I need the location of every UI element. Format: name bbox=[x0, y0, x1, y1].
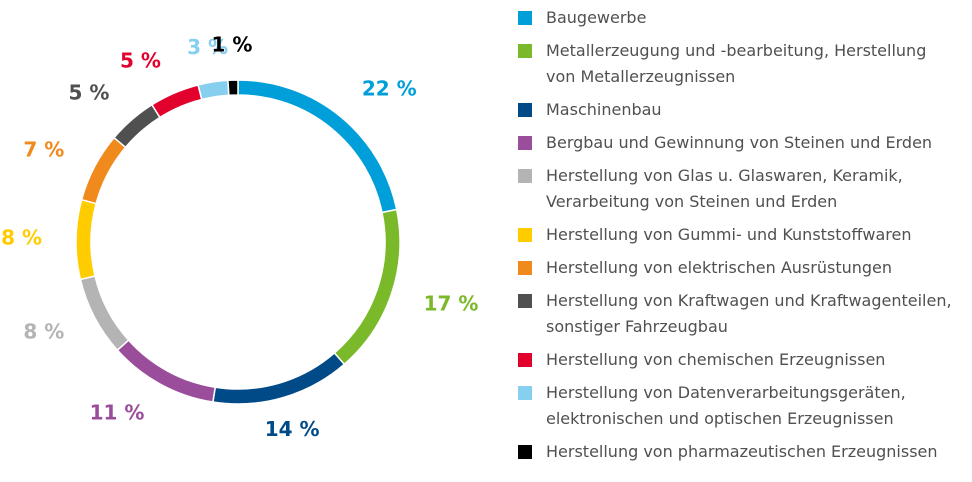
data-label: 17 % bbox=[424, 291, 479, 315]
legend-item: Herstellung von chemischen Erzeugnissen bbox=[518, 347, 958, 373]
data-label: 5 % bbox=[69, 81, 110, 105]
data-label: 7 % bbox=[23, 138, 64, 162]
legend-swatch bbox=[518, 445, 532, 459]
legend-label: Bergbau und Gewinnung von Steinen und Er… bbox=[546, 133, 933, 152]
legend-item: Maschinenbau bbox=[518, 97, 958, 123]
data-label: 5 % bbox=[120, 48, 161, 72]
legend-swatch bbox=[518, 228, 532, 242]
legend-item: Bergbau und Gewinnung von Steinen und Er… bbox=[518, 130, 958, 156]
data-label: 22 % bbox=[362, 77, 417, 101]
data-label: 3 % bbox=[187, 35, 228, 59]
legend-label: Herstellung von Gummi- und Kunststoffwar… bbox=[546, 225, 912, 244]
data-label: 11 % bbox=[90, 401, 145, 425]
legend-item: Herstellung von Datenverarbeitungsgeräte… bbox=[518, 380, 958, 432]
legend: Baugewerbe Metallerzeugung und -bearbeitu… bbox=[518, 5, 958, 472]
legend-label: Baugewerbe bbox=[546, 8, 647, 27]
legend-item: Herstellung von pharmazeutischen Erzeugn… bbox=[518, 439, 958, 465]
donut-segment bbox=[80, 136, 127, 205]
data-label: 1 % bbox=[211, 33, 252, 57]
donut-segment bbox=[113, 103, 161, 149]
legend-swatch bbox=[518, 103, 532, 117]
legend-swatch bbox=[518, 11, 532, 25]
legend-swatch bbox=[518, 261, 532, 275]
donut-segment bbox=[197, 79, 230, 101]
legend-swatch bbox=[518, 44, 532, 58]
legend-label: Herstellung von Glas u. Glaswaren, Keram… bbox=[546, 166, 903, 211]
donut-segment bbox=[116, 339, 217, 403]
legend-swatch bbox=[518, 169, 532, 183]
donut-segment bbox=[227, 79, 239, 97]
legend-swatch bbox=[518, 136, 532, 150]
legend-label: Herstellung von chemischen Erzeugnissen bbox=[546, 350, 886, 369]
data-label: 8 % bbox=[1, 225, 42, 249]
legend-swatch bbox=[518, 386, 532, 400]
legend-item: Metallerzeugung und -bearbeitung, Herste… bbox=[518, 38, 958, 90]
legend-item: Herstellung von Gummi- und Kunststoffwar… bbox=[518, 222, 958, 248]
donut-segment bbox=[150, 84, 203, 119]
legend-item: Baugewerbe bbox=[518, 5, 958, 31]
donut-segment bbox=[75, 198, 98, 281]
legend-label: Herstellung von Kraftwagen und Kraftwage… bbox=[546, 291, 952, 336]
legend-label: Metallerzeugung und -bearbeitung, Herste… bbox=[546, 41, 927, 86]
donut-segment bbox=[212, 351, 346, 405]
legend-swatch bbox=[518, 294, 532, 308]
donut-segment bbox=[333, 208, 401, 366]
donut-segment bbox=[79, 275, 130, 352]
chart: 22 % 17 % 14 % 11 % 8 % 8 % 7 % 5 % 5 % 3 %1 % bbox=[1, 33, 479, 441]
legend-swatch bbox=[518, 353, 532, 367]
legend-item: Herstellung von Kraftwagen und Kraftwage… bbox=[518, 288, 958, 340]
data-label: 8 % bbox=[23, 319, 64, 343]
legend-item: Herstellung von Glas u. Glaswaren, Keram… bbox=[518, 163, 958, 215]
legend-label: Maschinenbau bbox=[546, 100, 662, 119]
legend-label: Herstellung von pharmazeutischen Erzeugn… bbox=[546, 442, 938, 461]
legend-item: Herstellung von elektrischen Ausrüstunge… bbox=[518, 255, 958, 281]
data-label: 14 % bbox=[265, 417, 320, 441]
legend-label: Herstellung von Datenverarbeitungsgeräte… bbox=[546, 383, 906, 428]
legend-label: Herstellung von elektrischen Ausrüstunge… bbox=[546, 258, 893, 277]
